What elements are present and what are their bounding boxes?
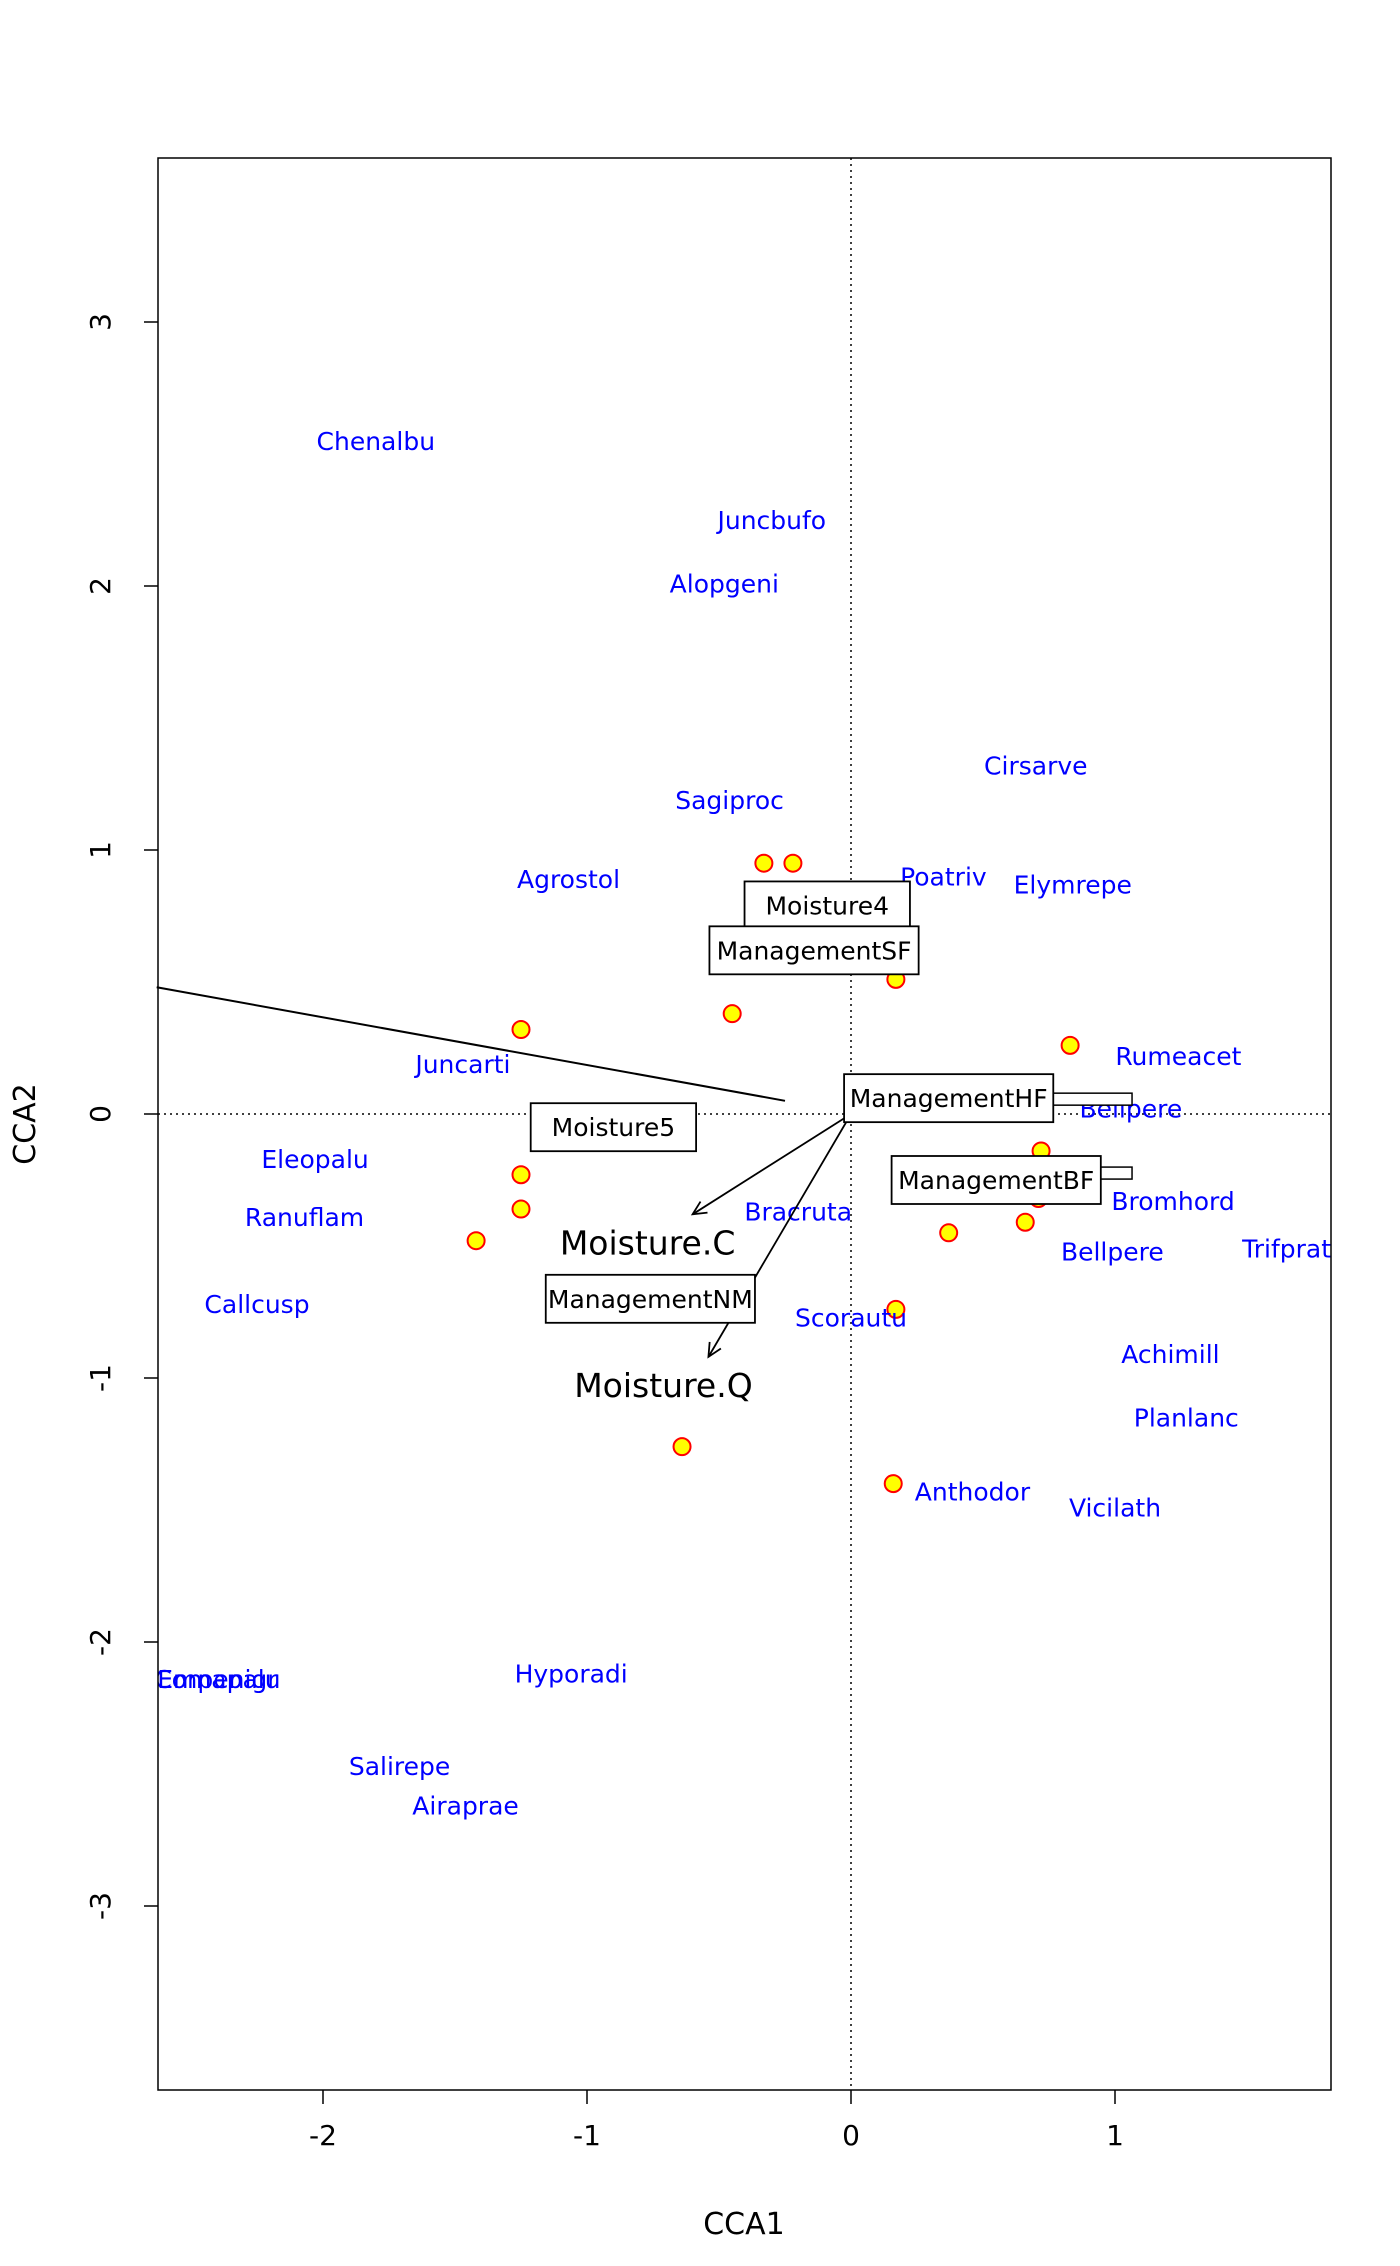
- site-point: [511, 1020, 531, 1040]
- plot-frame: [157, 157, 1332, 2091]
- x-tick-label: -2: [309, 2119, 337, 2152]
- biplot-arrow-label: Moisture.Q: [574, 1366, 753, 1405]
- species-label: Cirsarve: [984, 752, 1087, 781]
- species-label: Comapalu: [154, 1665, 280, 1694]
- centroid-box: [843, 1073, 1055, 1124]
- site-point: [754, 853, 774, 873]
- x-tick-label: -1: [573, 2119, 601, 2152]
- site-point: [886, 1299, 906, 1319]
- centroid-label: ManagementNM: [548, 1285, 753, 1314]
- site-point: [939, 1223, 959, 1243]
- species-label: Ranuflam: [245, 1203, 364, 1232]
- y-tick-label: 2: [84, 577, 117, 595]
- species-label: Poatriv: [900, 862, 987, 891]
- factor-centroid-boxes: Moisture4 ManagementSF ManagementHF Moistur…: [529, 880, 1133, 1324]
- y-tick-label: -2: [84, 1628, 117, 1656]
- species-label: Bellpere: [1061, 1237, 1164, 1266]
- biplot-arrow-label: Moisture.C: [560, 1223, 736, 1262]
- species-label: Elymrepe: [1014, 870, 1132, 899]
- species-label: Agrostol: [517, 865, 620, 894]
- species-labels: Chenalbu Juncbufo Alopgeni Cirsarve Sagiproc…: [154, 427, 1331, 1821]
- long-biplot-line: [156, 986, 786, 1102]
- species-label: Trifprat: [1241, 1235, 1331, 1264]
- species-label: Sagiproc: [675, 786, 784, 815]
- centroid-label: ManagementHF: [850, 1084, 1048, 1113]
- site-point: [1015, 1212, 1035, 1232]
- biplot-arrow-head: [707, 1341, 722, 1359]
- x-tick-label: 1: [1106, 2119, 1124, 2152]
- y-tick-label: 1: [84, 841, 117, 859]
- site-point: [1060, 1035, 1080, 1055]
- species-label: Vicilath: [1069, 1493, 1161, 1522]
- reference-lines: [158, 158, 1331, 2090]
- centroid-box: [544, 1273, 756, 1324]
- biplot-arrow-shaft: [692, 1113, 852, 1216]
- y-tick-label: -1: [84, 1364, 117, 1392]
- centroid-label: Moisture5: [552, 1113, 676, 1142]
- species-label: Chenalbu: [317, 427, 436, 456]
- site-point: [883, 1474, 903, 1494]
- species-label: Alopgeni: [670, 569, 779, 598]
- species-label: Callcusp: [204, 1290, 309, 1319]
- site-point: [783, 853, 803, 873]
- centroid-label: ManagementBF: [898, 1166, 1094, 1195]
- site-point: [672, 1437, 692, 1457]
- biplot-lines: Moisture.C Moisture.Q: [156, 986, 852, 1405]
- species-label: Airaprae: [412, 1792, 519, 1821]
- species-label: Bromhord: [1111, 1187, 1234, 1216]
- site-point: [511, 1165, 531, 1185]
- centroid-label: Moisture4: [765, 891, 889, 920]
- species-label: Juncbufo: [715, 506, 826, 535]
- species-label: Rumeacet: [1115, 1042, 1241, 1071]
- species-label: Salirepe: [349, 1752, 450, 1781]
- species-label: Juncarti: [413, 1050, 510, 1079]
- species-label: Achimill: [1121, 1340, 1219, 1369]
- species-label: Hyporadi: [515, 1660, 628, 1689]
- y-tick-label: -3: [84, 1892, 117, 1920]
- centroid-label: ManagementSF: [717, 936, 912, 965]
- x-tick-label: 0: [842, 2119, 860, 2152]
- biplot-arrow-head: [690, 1201, 708, 1216]
- centroid-box: [890, 1155, 1102, 1205]
- species-label: Anthodor: [915, 1478, 1031, 1507]
- site-point: [466, 1231, 486, 1251]
- species-label: Scorautu: [795, 1303, 907, 1332]
- site-point: [722, 1004, 742, 1024]
- y-axis-label: CCA2: [8, 1083, 43, 1165]
- x-axis-label: CCA1: [703, 2207, 785, 2242]
- y-tick-label: 3: [84, 313, 117, 331]
- centroid-box: [708, 925, 920, 976]
- site-point: [511, 1199, 531, 1219]
- species-label: Planlanc: [1134, 1404, 1239, 1433]
- axes: -2 -1 0 1 -3 -2 -1 0 1 2 3: [84, 313, 1124, 2152]
- y-tick-label: 0: [84, 1105, 117, 1123]
- species-label: Empenigr: [157, 1665, 278, 1694]
- species-label: Bracruta: [744, 1198, 852, 1227]
- species-label: Eleopalu: [261, 1145, 368, 1174]
- centroid-box: [743, 880, 911, 931]
- centroid-box: [529, 1102, 698, 1153]
